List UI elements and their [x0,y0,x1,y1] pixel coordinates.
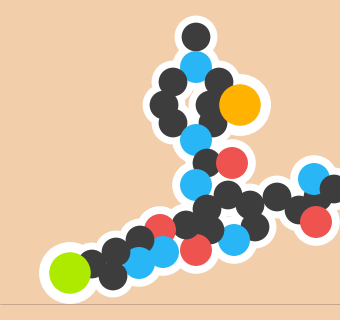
Point [137,237,143,243]
Point [274,195,280,200]
Point [216,79,222,84]
Point [296,207,302,212]
Point [313,220,319,225]
Point [247,203,253,208]
Point [231,237,237,243]
Point [136,260,142,266]
Point [311,176,317,181]
Point [274,195,280,200]
Point [229,160,235,165]
Point [204,206,210,212]
Point [89,261,95,267]
Point [225,192,231,197]
Point [170,120,176,125]
Point [311,176,317,181]
Point [193,35,199,40]
Point [137,237,143,243]
Point [210,120,216,125]
Point [193,247,199,252]
Point [331,187,337,192]
Point [193,247,199,252]
Point [193,35,199,40]
Point [193,138,199,143]
Point [193,182,199,188]
Point [193,64,199,69]
Point [216,79,222,84]
Point [110,273,116,278]
Point [229,160,235,165]
Point [210,120,216,125]
Point [207,228,213,233]
Point [67,270,73,276]
Point [207,228,213,233]
Point [170,79,176,84]
Point [113,250,119,255]
Point [157,228,163,233]
Point [313,220,319,225]
Point [247,203,253,208]
Point [237,102,243,108]
Point [231,237,237,243]
Point [204,160,210,165]
Point [183,222,189,228]
Point [225,192,231,197]
Point [193,138,199,143]
Point [315,195,321,200]
Point [170,120,176,125]
Point [136,260,142,266]
Point [207,102,213,108]
Point [296,207,302,212]
Point [237,102,243,108]
Point [157,228,163,233]
Point [113,250,119,255]
Point [193,182,199,188]
Point [204,160,210,165]
Point [204,206,210,212]
Point [160,250,166,255]
Point [161,102,167,108]
Point [207,102,213,108]
Point [160,250,166,255]
Point [193,64,199,69]
Point [161,102,167,108]
Point [315,195,321,200]
Point [170,79,176,84]
Point [89,261,95,267]
Point [67,270,73,276]
Point [183,222,189,228]
Bar [0,305,340,320]
Point [331,187,337,192]
Point [252,224,258,229]
Point [110,273,116,278]
Point [252,224,258,229]
